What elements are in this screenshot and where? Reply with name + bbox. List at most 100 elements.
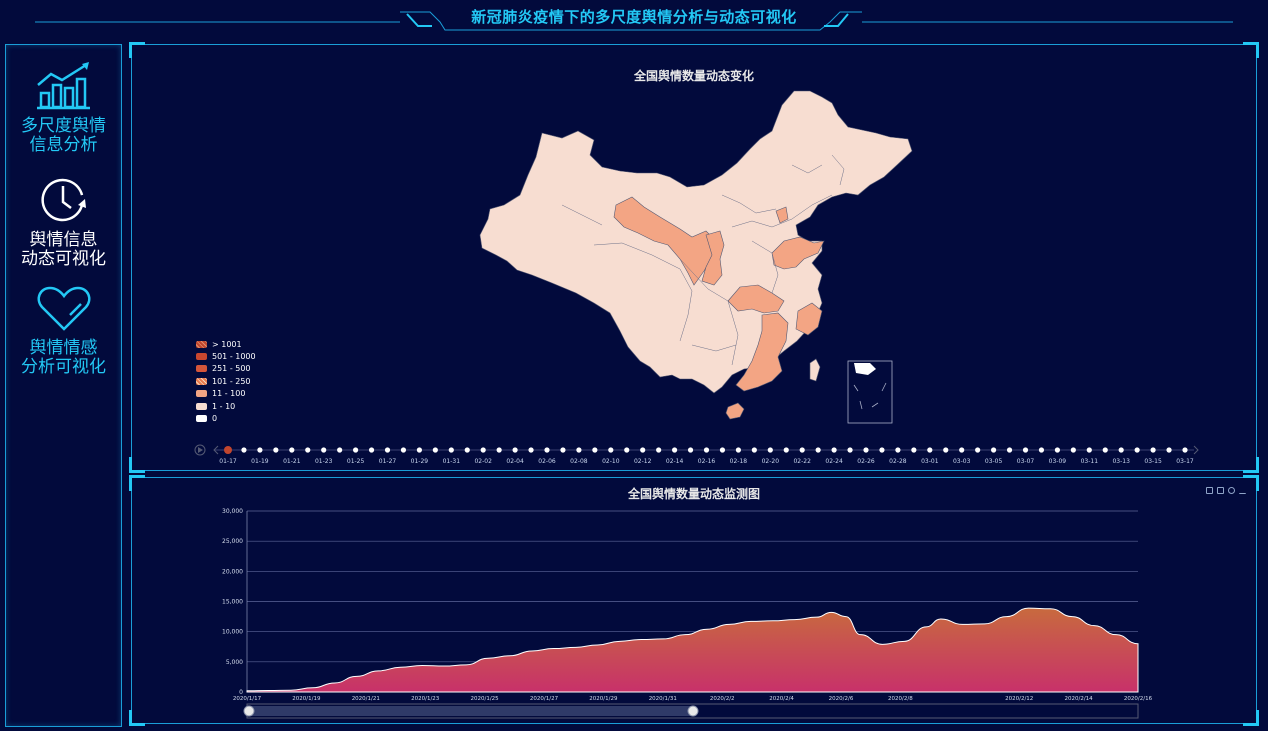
timeline-dot[interactable] xyxy=(544,447,550,453)
y-tick-label: 5,000 xyxy=(226,659,243,666)
timeline-dot[interactable] xyxy=(512,447,518,453)
zoom-reset-icon[interactable] xyxy=(1217,487,1224,494)
china-map[interactable] xyxy=(132,45,1258,472)
timeline-label: 01-31 xyxy=(442,458,461,465)
timeline-dot[interactable] xyxy=(1070,447,1076,453)
timeline-dot[interactable] xyxy=(592,447,598,453)
timeline-play-button[interactable] xyxy=(194,444,206,456)
timeline-dot[interactable] xyxy=(687,447,694,453)
x-tick-label: 2020/1/29 xyxy=(589,696,618,702)
timeline-dot[interactable] xyxy=(895,447,901,453)
timeline-dot[interactable] xyxy=(831,447,837,453)
timeline-dot[interactable] xyxy=(1118,447,1124,453)
legend-item[interactable]: > 1001 xyxy=(196,338,256,350)
timeline-dot[interactable] xyxy=(1038,447,1045,453)
timeline-dot[interactable] xyxy=(767,447,773,453)
timeline-prev-icon[interactable] xyxy=(213,445,219,455)
timeline-dot[interactable] xyxy=(496,447,502,453)
timeline-dot[interactable] xyxy=(1054,447,1060,453)
x-tick-label: 2020/1/27 xyxy=(530,696,559,702)
timeline-dot[interactable] xyxy=(560,447,566,453)
timeline-dot[interactable] xyxy=(911,447,917,453)
legend-item[interactable]: 1 - 10 xyxy=(196,400,256,412)
timeline-dot[interactable] xyxy=(528,447,534,453)
timeline-dot[interactable] xyxy=(289,447,295,453)
timeline-dot[interactable] xyxy=(1102,447,1108,453)
nav-item-multiscale-analysis[interactable]: 多尺度舆情 信息分析 xyxy=(6,61,121,155)
timeline-label: 01-19 xyxy=(251,458,269,465)
zoom-select-icon[interactable] xyxy=(1206,487,1213,494)
timeline-dot[interactable] xyxy=(624,447,630,453)
x-tick-label: 2020/2/12 xyxy=(1005,696,1033,702)
legend-item[interactable]: 101 - 250 xyxy=(196,375,256,387)
timeline-dot[interactable] xyxy=(353,447,359,453)
timeline-dot[interactable] xyxy=(1134,447,1140,453)
download-icon[interactable] xyxy=(1239,487,1246,494)
legend-item[interactable]: 251 - 500 xyxy=(196,363,256,375)
timeline-dot[interactable] xyxy=(640,447,646,453)
chart-toolbox xyxy=(1206,487,1246,494)
y-tick-label: 25,000 xyxy=(222,538,243,545)
timeline-dot[interactable] xyxy=(273,447,279,453)
timeline-dot[interactable] xyxy=(464,447,470,453)
nav-item-dynamic-visualization[interactable]: 舆情信息 动态可视化 xyxy=(6,175,121,269)
chart-title: 全国舆情数量动态监测图 xyxy=(627,487,760,501)
legend-item[interactable]: 501 - 1000 xyxy=(196,350,256,362)
timeline-dot[interactable] xyxy=(400,447,407,453)
timeline-dot[interactable] xyxy=(735,447,742,453)
timeline-dot[interactable] xyxy=(703,447,710,453)
timeline-dot[interactable] xyxy=(672,447,678,453)
timeline-dot[interactable] xyxy=(943,447,949,453)
timeline-dot[interactable] xyxy=(927,447,933,453)
timeline-dot[interactable] xyxy=(991,447,997,453)
map-region-shaanxi xyxy=(701,230,725,286)
timeline-dot[interactable] xyxy=(608,447,614,453)
timeline-dot[interactable] xyxy=(1150,447,1156,453)
timeline-dot[interactable] xyxy=(783,447,789,453)
map-legend: > 1001 501 - 1000 251 - 500 101 - 250 11… xyxy=(196,338,256,425)
timeline-dot[interactable] xyxy=(959,447,965,453)
timeline-dot[interactable] xyxy=(975,447,981,453)
timeline-dot[interactable] xyxy=(321,447,327,453)
timeline-dot[interactable] xyxy=(448,447,454,453)
timeline-dot[interactable] xyxy=(1006,447,1013,453)
timeline-dot[interactable] xyxy=(368,447,375,453)
timeline-dots[interactable] xyxy=(224,446,1188,454)
timeline-dot[interactable] xyxy=(305,447,311,453)
header: 新冠肺炎疫情下的多尺度舆情分析与动态可视化 xyxy=(0,0,1268,40)
timeline-dot[interactable] xyxy=(337,447,343,453)
nav-item-sentiment-analysis[interactable]: 舆情情感 分析可视化 xyxy=(6,285,121,377)
heart-icon xyxy=(37,286,90,331)
timeline-dot[interactable] xyxy=(1182,447,1188,453)
timeline-dot[interactable] xyxy=(799,447,805,453)
timeline-label: 02-12 xyxy=(633,458,652,465)
timeline-dot[interactable] xyxy=(432,447,438,453)
timeline-dot[interactable] xyxy=(719,447,726,453)
timeline-dot[interactable] xyxy=(1022,447,1029,453)
timeline-dot[interactable] xyxy=(656,447,662,453)
datazoom-selection[interactable] xyxy=(249,706,693,716)
timeline-next-icon[interactable] xyxy=(1193,445,1199,455)
timeline-dot[interactable] xyxy=(1086,447,1092,453)
timeline-dot[interactable] xyxy=(815,447,821,453)
series-area[interactable] xyxy=(246,607,1139,693)
timeline-dot[interactable] xyxy=(480,447,486,453)
x-tick-label: 2020/2/4 xyxy=(769,696,794,702)
timeline-dot[interactable] xyxy=(416,447,422,453)
restore-icon[interactable] xyxy=(1228,487,1235,494)
timeline-dot[interactable] xyxy=(751,447,757,453)
timeline-dot[interactable] xyxy=(1166,447,1172,453)
timeline-dot[interactable] xyxy=(257,447,263,453)
timeline-dot[interactable] xyxy=(576,447,582,453)
legend-item[interactable]: 11 - 100 xyxy=(196,388,256,400)
timeline-dot[interactable] xyxy=(384,447,391,453)
timeline-current-dot[interactable] xyxy=(224,446,232,454)
legend-item[interactable]: 0 xyxy=(196,412,256,424)
datazoom-handle-right[interactable] xyxy=(687,705,699,717)
timeline-dot[interactable] xyxy=(241,447,247,453)
timeline-dot[interactable] xyxy=(847,447,853,453)
timeline-dot[interactable] xyxy=(879,447,885,453)
timeline-dot[interactable] xyxy=(863,447,869,453)
datazoom-handle-left[interactable] xyxy=(243,705,255,717)
area-chart[interactable]: 0 5,000 10,000 15,000 20,000 25,000 30,000 202… xyxy=(132,478,1258,725)
